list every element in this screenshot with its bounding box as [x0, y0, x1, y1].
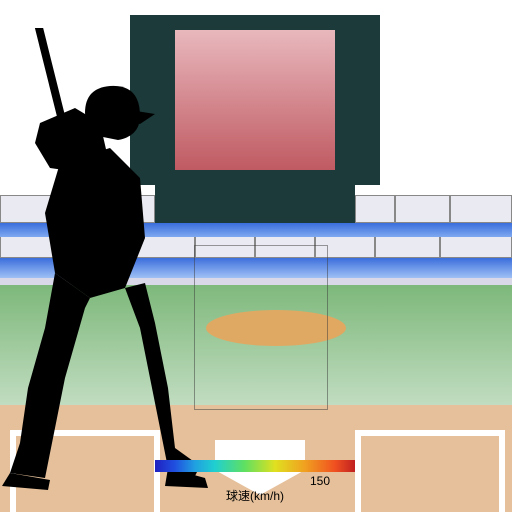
pitch-chart-canvas: 100 150 球速(km/h) — [0, 0, 512, 512]
batter-silhouette — [0, 28, 240, 498]
stand-panel — [395, 195, 450, 223]
speed-legend: 100 150 球速(km/h) — [155, 460, 355, 504]
batter-box-line — [355, 430, 361, 512]
speed-colorbar — [155, 460, 355, 472]
batter-box-line — [355, 430, 505, 436]
speed-tick-max: 150 — [310, 474, 330, 488]
stand-panel — [450, 195, 512, 223]
speed-tick-min: 100 — [180, 474, 200, 488]
speed-axis-label: 球速(km/h) — [155, 487, 355, 504]
stand-panel — [355, 195, 395, 223]
batter-box-line — [499, 430, 505, 512]
speed-ticks: 100 150 — [155, 474, 355, 488]
